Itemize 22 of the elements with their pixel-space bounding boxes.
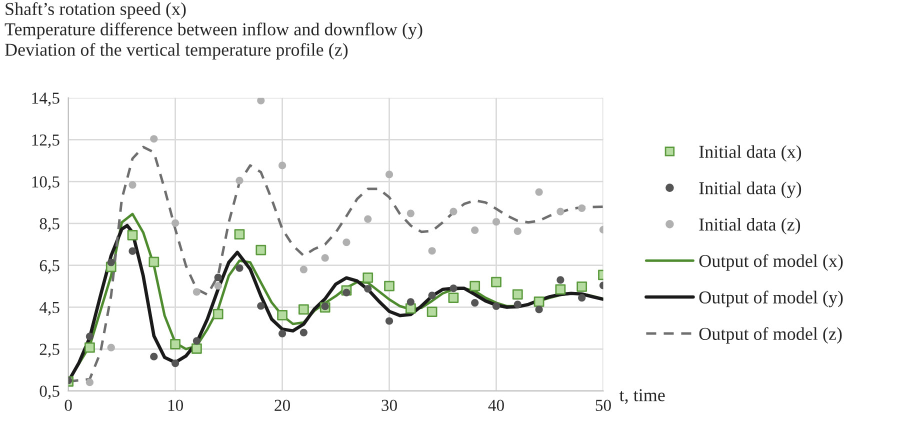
y-tick-label: 4,5 (39, 302, 60, 316)
y-tick-label: 6,5 (40, 260, 60, 274)
legend-label: Initial data (z) (699, 218, 800, 234)
x-tick-label: 30 (382, 400, 397, 411)
y-tick-label: 0,5 (40, 386, 60, 400)
x-tick-label: 50 (596, 400, 611, 411)
legend-label: Output of model (z) (699, 327, 842, 344)
x-axis-title: t, time (619, 389, 665, 404)
legend-label: Output of model (x) (699, 254, 843, 271)
x-tick-label: 20 (274, 400, 290, 411)
y-tick-label: 14,5 (32, 92, 60, 106)
y-tick-label: 12,5 (32, 134, 60, 148)
legend-label: Initial data (x) (699, 145, 802, 162)
legend-label: Output of model (y) (699, 290, 843, 308)
x-tick-label: 40 (488, 400, 504, 411)
x-tick-label: 0 (64, 400, 72, 411)
legend-label: Initial data (y) (699, 182, 802, 198)
chart-title: Shaft’s rotation speed (x) Temperature difference between inflow and downflow (y) Deviation of the vertical temperature profile (z) (4, 2, 422, 60)
y-tick-label: 8,5 (40, 218, 60, 232)
y-tick-label: 2,5 (40, 344, 60, 358)
x-tick-label: 10 (168, 400, 184, 411)
y-tick-label: 10,5 (32, 176, 60, 190)
